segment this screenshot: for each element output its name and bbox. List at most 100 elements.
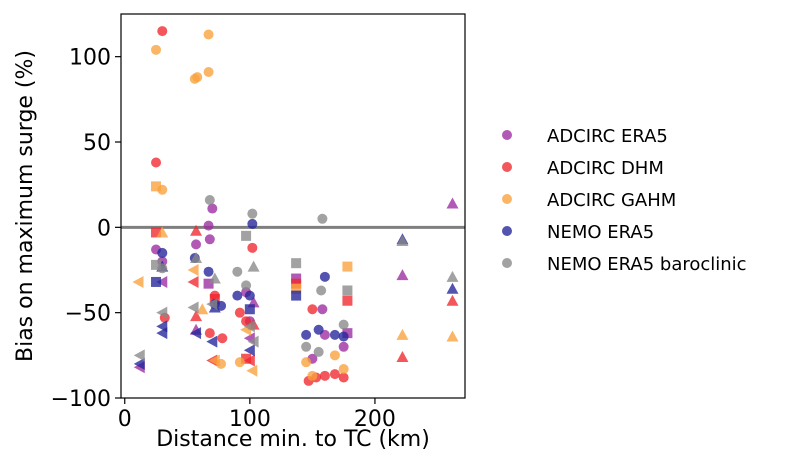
- series-2: [132, 29, 459, 381]
- data-point: [342, 295, 353, 306]
- data-point: [446, 282, 459, 294]
- data-point: [342, 285, 353, 296]
- data-point: [446, 294, 459, 306]
- data-point: [301, 341, 312, 352]
- legend-entry: NEMO ERA5 baroclinic: [502, 254, 747, 275]
- y-tick-label: 0: [97, 216, 111, 241]
- x-tick-label: 100: [229, 407, 271, 432]
- data-point: [329, 350, 340, 361]
- data-point: [157, 247, 168, 258]
- legend-marker: [502, 194, 512, 204]
- data-point: [206, 298, 218, 311]
- data-point: [396, 234, 409, 246]
- data-point: [203, 278, 214, 289]
- data-point: [133, 349, 145, 362]
- y-tick-label: −50: [65, 302, 111, 327]
- data-point: [206, 335, 218, 348]
- x-tick-label: 0: [118, 407, 132, 432]
- data-point: [291, 283, 302, 294]
- data-point: [232, 290, 243, 301]
- data-point: [190, 310, 203, 322]
- data-point: [204, 234, 215, 245]
- legend-marker: [502, 258, 512, 268]
- data-point: [217, 333, 228, 344]
- data-point: [319, 370, 330, 381]
- x-axis-ticks: 0 100 200: [118, 398, 396, 432]
- data-point: [342, 261, 353, 272]
- data-point: [319, 271, 330, 282]
- legend-marker: [502, 162, 512, 172]
- y-axis-ticks: −100 −50 0 50 100: [51, 46, 121, 412]
- legend-label: ADCIRC ERA5: [547, 126, 668, 147]
- data-point: [313, 346, 324, 357]
- data-point: [207, 203, 218, 214]
- data-point: [291, 278, 302, 289]
- data-point: [307, 370, 318, 381]
- data-point: [338, 341, 349, 352]
- data-point: [446, 330, 459, 342]
- data-point: [234, 357, 245, 368]
- data-point: [243, 320, 255, 333]
- data-point: [156, 226, 169, 238]
- data-point: [307, 304, 318, 315]
- data-point: [244, 304, 255, 315]
- data-point: [241, 280, 252, 291]
- data-point: [133, 357, 145, 370]
- data-point: [301, 329, 312, 340]
- data-point: [317, 213, 328, 224]
- data-point: [396, 269, 409, 281]
- y-tick-label: −100: [51, 387, 111, 412]
- legend-label: NEMO ERA5: [547, 222, 654, 243]
- legend-entry: ADCIRC GAHM: [502, 190, 676, 211]
- data-point: [291, 258, 302, 269]
- y-tick-label: 50: [83, 131, 111, 156]
- data-point: [204, 328, 215, 339]
- data-point: [313, 324, 324, 335]
- data-point: [151, 157, 162, 168]
- data-points-layer: [132, 26, 459, 386]
- data-point: [156, 327, 168, 340]
- data-point: [241, 230, 252, 241]
- y-tick-label: 100: [69, 46, 111, 71]
- data-point: [204, 195, 215, 206]
- data-point: [187, 264, 199, 276]
- data-point: [151, 44, 162, 55]
- data-point: [446, 197, 459, 209]
- data-point: [208, 354, 220, 367]
- legend-marker: [502, 226, 512, 236]
- data-point: [291, 273, 302, 284]
- data-point: [247, 335, 259, 348]
- legend-label: ADCIRC GAHM: [547, 190, 676, 211]
- series-3: [133, 218, 459, 370]
- data-point: [329, 329, 340, 340]
- data-point: [156, 275, 168, 288]
- data-point: [132, 275, 144, 288]
- data-point: [329, 369, 340, 380]
- x-axis-label: Distance min. to TC (km): [156, 427, 430, 452]
- legend: ADCIRC ERA5 ADCIRC DHM ADCIRC GAHM NEMO ERA…: [502, 126, 747, 275]
- data-point: [342, 328, 353, 339]
- data-point: [247, 260, 260, 272]
- data-point: [316, 285, 327, 296]
- data-point: [190, 224, 203, 236]
- data-point: [241, 353, 252, 364]
- data-point: [241, 316, 252, 327]
- data-point: [203, 29, 214, 40]
- data-point: [196, 303, 209, 315]
- data-point: [244, 290, 255, 301]
- x-tick-label: 200: [354, 407, 396, 432]
- data-point: [203, 220, 214, 231]
- data-point: [151, 181, 162, 192]
- data-point: [338, 363, 349, 374]
- data-point: [232, 266, 243, 277]
- legend-entry: ADCIRC DHM: [502, 158, 664, 179]
- data-point: [243, 344, 255, 357]
- data-point: [338, 372, 349, 383]
- data-point: [191, 239, 202, 250]
- legend-label: NEMO ERA5 baroclinic: [547, 254, 747, 275]
- data-point: [209, 294, 220, 305]
- data-point: [396, 351, 409, 363]
- data-point: [208, 272, 221, 284]
- data-point: [151, 227, 162, 238]
- data-point: [151, 276, 162, 287]
